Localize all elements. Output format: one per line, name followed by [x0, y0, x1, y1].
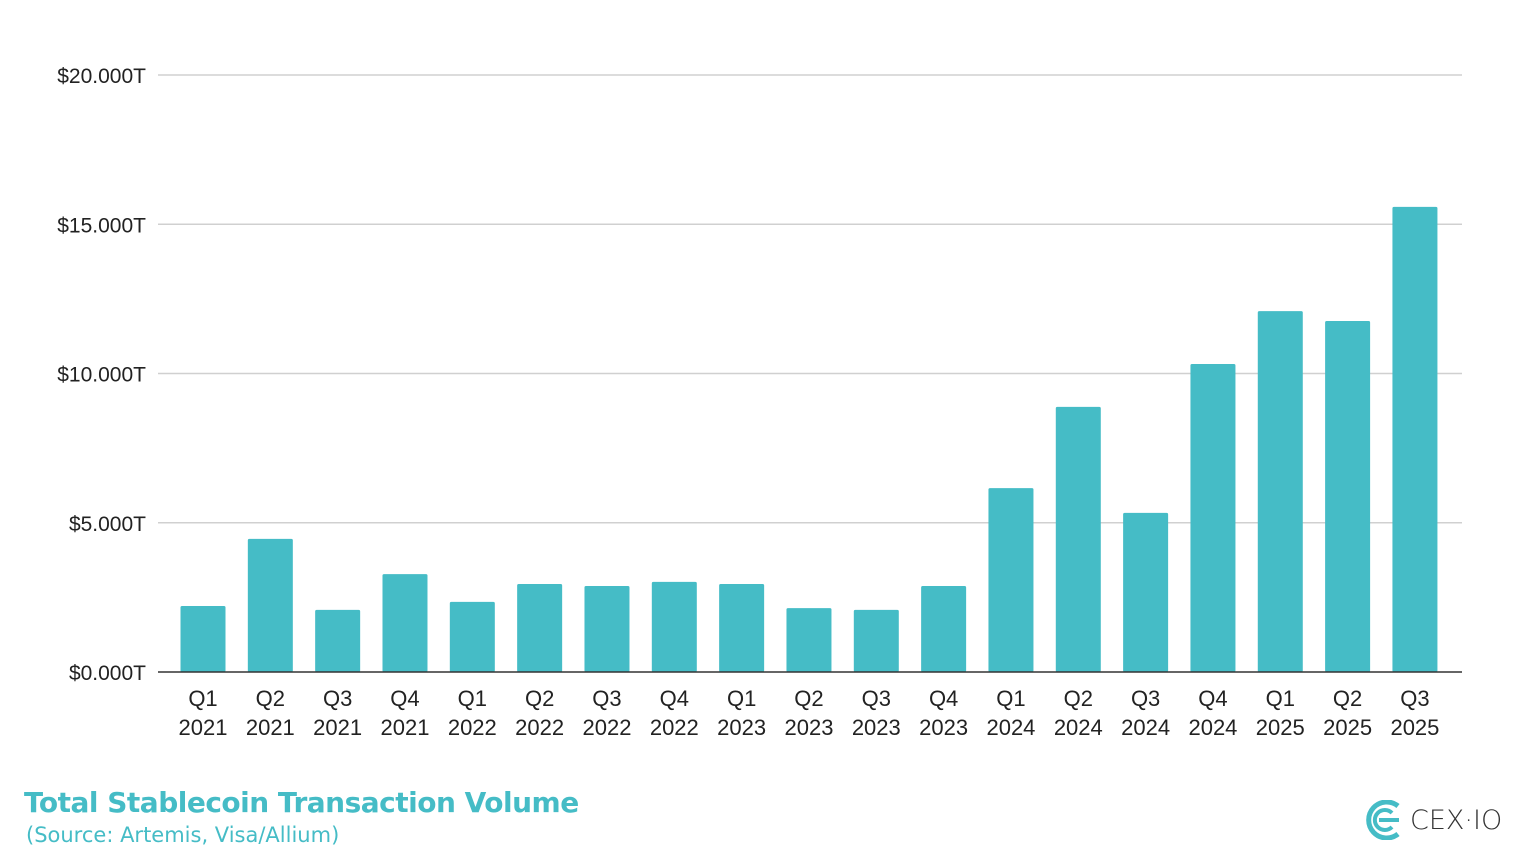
- chart-title: Total Stablecoin Transaction Volume: [24, 786, 579, 819]
- bar: [651, 581, 697, 672]
- bar: [853, 609, 899, 672]
- bar: [1055, 406, 1101, 672]
- bar: [180, 606, 226, 672]
- x-tick-label: Q3 2025: [1390, 686, 1439, 740]
- bar: [1325, 320, 1371, 672]
- bar: [247, 538, 293, 672]
- x-tick-label: Q4 2022: [650, 686, 699, 740]
- bar: [1190, 363, 1236, 672]
- x-tick-label: Q4 2021: [381, 686, 430, 740]
- x-tick-label: Q2 2021: [246, 686, 295, 740]
- bar: [786, 608, 832, 672]
- y-tick-label: $15.000T: [57, 214, 146, 237]
- x-tick-label: Q1 2024: [986, 686, 1035, 740]
- x-tick-label: Q4 2024: [1188, 686, 1237, 740]
- x-tick-label: Q1 2022: [448, 686, 497, 740]
- bar: [1392, 206, 1438, 672]
- bar-chart: $0.000T $5.000T $10.000T $15.000T $20.000T Q1…: [57, 65, 1462, 740]
- bar: [315, 609, 361, 672]
- x-tick-label: Q2 2024: [1054, 686, 1103, 740]
- bar: [584, 586, 630, 672]
- x-tick-label: Q1 2021: [179, 686, 228, 740]
- x-tick-label: Q1 2023: [717, 686, 766, 740]
- bar: [1123, 512, 1169, 672]
- y-tick-label: $10.000T: [57, 364, 146, 387]
- y-tick-label: $5.000T: [69, 513, 146, 536]
- logo-text: CEX·IO: [1410, 804, 1503, 836]
- bar: [1257, 311, 1303, 672]
- x-tick-label: Q3 2023: [852, 686, 901, 740]
- x-tick-label: Q3 2021: [313, 686, 362, 740]
- chart-source: (Source: Artemis, Visa/Allium): [26, 823, 340, 847]
- x-tick-label: Q1 2025: [1256, 686, 1305, 740]
- x-tick-label: Q2 2023: [784, 686, 833, 740]
- bar: [449, 601, 495, 672]
- bar: [988, 488, 1034, 672]
- cexio-logo-icon: [1366, 800, 1400, 840]
- x-tick-label: Q4 2023: [919, 686, 968, 740]
- bar: [719, 583, 765, 672]
- x-tick-label: Q2 2022: [515, 686, 564, 740]
- x-tick-label: Q3 2024: [1121, 686, 1170, 740]
- x-tick-label: Q3 2022: [583, 686, 632, 740]
- x-tick-label: Q2 2025: [1323, 686, 1372, 740]
- bar: [517, 583, 563, 672]
- bar: [921, 586, 967, 672]
- y-tick-label: $20.000T: [57, 65, 146, 88]
- y-tick-label: $0.000T: [69, 662, 146, 685]
- cexio-logo: CEX·IO: [1362, 800, 1502, 840]
- bar: [382, 574, 428, 672]
